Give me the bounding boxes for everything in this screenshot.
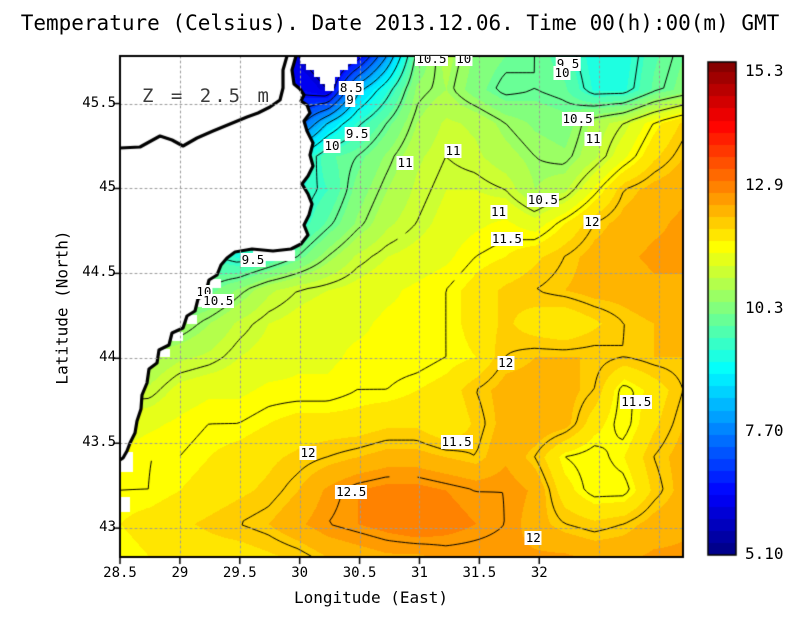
contour-label: 8.5 [338,80,364,96]
x-axis-label: Longitude (East) [293,588,449,607]
contour-label: 11.5 [620,394,653,410]
contour-label: 10 [553,64,571,80]
x-tick-label: 28.5 [103,565,137,581]
y-tick-label: 44 [99,349,116,366]
contour-label: 11 [489,204,508,220]
y-tick-label: 45 [99,179,116,196]
x-tick-label: 31 [411,565,428,581]
plot-area: Z = 2.5 m 8.5 9 9.5 10 10.5 10 9.5 10 10.5 11 11 11… [120,56,683,557]
contour-label: 10 [323,138,341,153]
contour-label: 9.5 [240,251,266,267]
colorbar-tick-label: 7.70 [745,420,784,440]
contour-label: 11 [396,154,414,170]
contour-label: 12 [497,355,515,371]
contour-label: 12 [524,530,542,546]
contour-label: 12 [583,214,601,230]
colorbar-tick-label: 5.10 [745,544,784,563]
y-tick-label: 45.5 [82,94,116,111]
colorbar-tick-label: 12.9 [745,174,784,194]
contour-label: 10.5 [526,192,559,208]
contour-label: 10.5 [561,110,594,126]
x-tick-label: 29.5 [222,565,257,581]
contour-label: 10 [455,56,473,67]
colorbar-tick-label: 10.3 [745,297,784,317]
contour-label: 10.5 [202,292,235,308]
x-tick-label: 32 [530,565,548,581]
x-tick-label: 29 [171,565,189,581]
contour-label: 9 [345,92,355,108]
contour-label: 12.5 [335,484,368,500]
y-axis-label: Latitude (North) [52,230,72,385]
x-tick-label: 30 [291,565,309,581]
contour-label: 12 [299,445,317,461]
contour-label: 11 [444,143,462,159]
y-tick-label: 43.5 [82,434,116,451]
contour-label: 10.5 [415,56,448,67]
contour-label: 11 [584,131,602,147]
y-tick-label: 43 [99,519,116,536]
colorbar-tick-label: 15.3 [745,61,784,80]
y-tick-label: 44.5 [82,264,116,281]
x-tick-label: 30.5 [342,565,377,581]
x-tick-label: 31.5 [462,565,497,581]
chart-title: Temperature (Celsius). Date 2013.12.06. … [20,11,780,35]
contour-label: 9.5 [344,126,370,142]
depth-annotation: Z = 2.5 m [142,85,272,107]
contour-label: 11.5 [440,433,473,449]
contour-label: 11.5 [490,231,523,247]
